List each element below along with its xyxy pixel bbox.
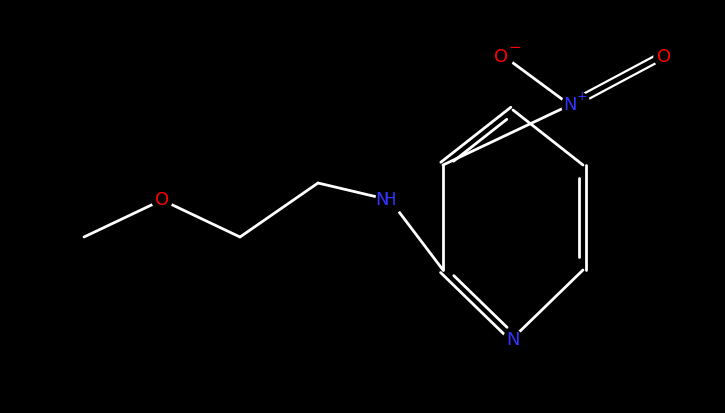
Text: O: O xyxy=(494,48,508,66)
Circle shape xyxy=(376,186,404,214)
Text: N: N xyxy=(506,331,520,349)
Circle shape xyxy=(503,330,523,350)
Circle shape xyxy=(654,47,674,67)
Text: O: O xyxy=(657,48,671,66)
Text: −: − xyxy=(509,40,521,55)
Circle shape xyxy=(489,45,513,69)
Text: +: + xyxy=(576,90,587,104)
Text: N: N xyxy=(563,96,577,114)
Text: H: H xyxy=(384,191,397,209)
Text: N: N xyxy=(376,191,389,209)
Circle shape xyxy=(562,91,590,119)
Text: O: O xyxy=(155,191,169,209)
Circle shape xyxy=(152,190,172,210)
